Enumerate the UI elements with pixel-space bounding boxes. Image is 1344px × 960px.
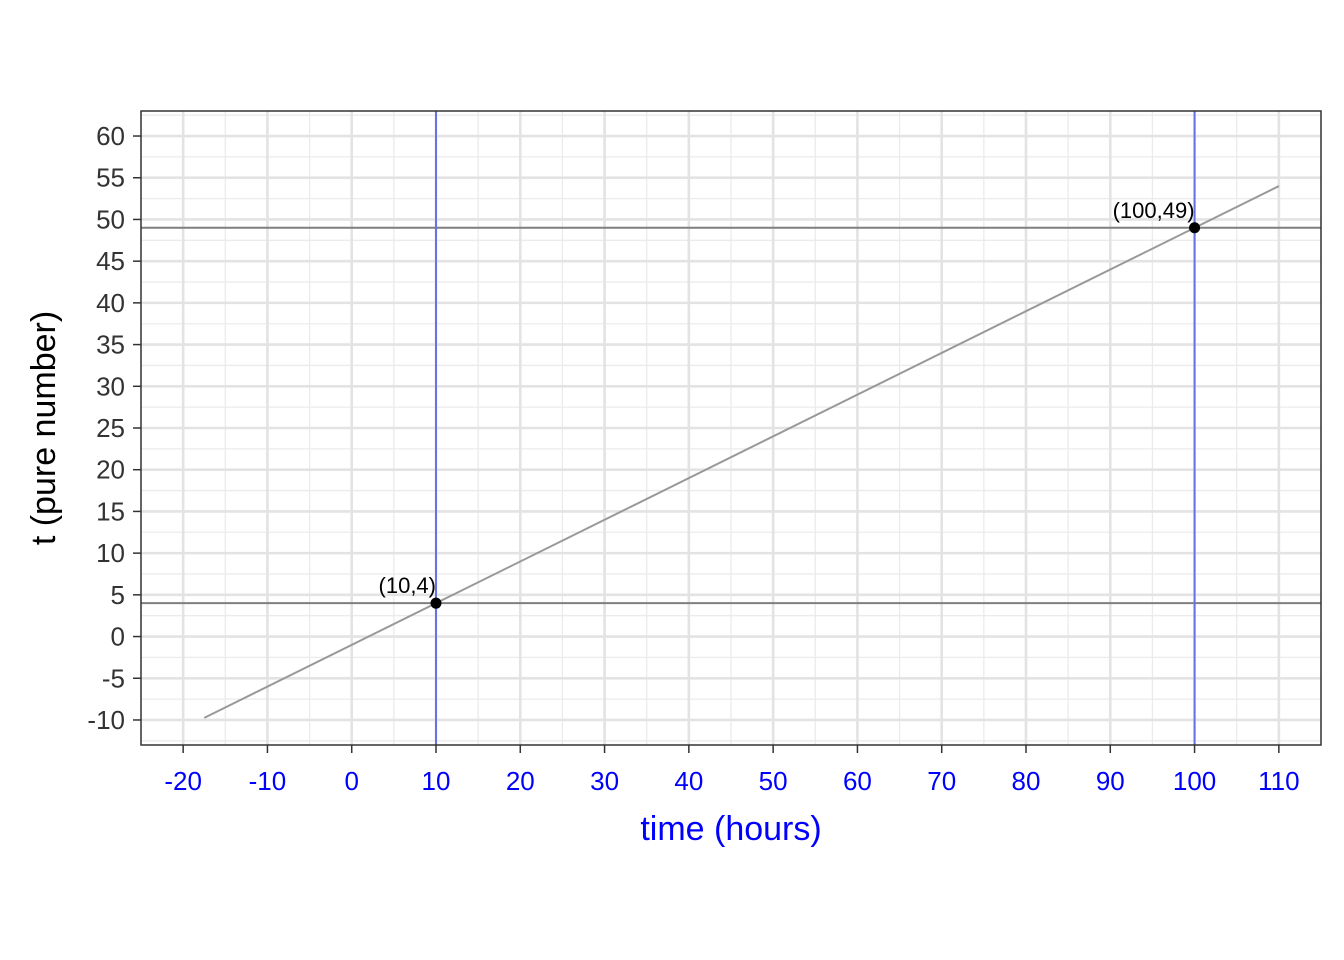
x-tick-label: 60 [843, 766, 872, 796]
y-tick-label: 50 [96, 204, 125, 234]
y-tick-label: 25 [96, 413, 125, 443]
y-tick-label: 0 [111, 622, 125, 652]
x-tick-label: 10 [422, 766, 451, 796]
x-tick-label: 100 [1173, 766, 1216, 796]
y-tick-label: 30 [96, 371, 125, 401]
data-points [430, 222, 1201, 609]
x-tick-label: 80 [1012, 766, 1041, 796]
x-axis-ticks: -20 -10 0 10 20 30 40 50 60 70 80 90 100 110 [164, 745, 1300, 796]
point-labels: (10,4) (100,49) [379, 198, 1195, 598]
x-tick-label: -20 [164, 766, 202, 796]
x-tick-label: 110 [1258, 766, 1299, 796]
y-tick-label: 45 [96, 246, 125, 276]
y-axis-ticks: -10 -5 0 5 10 15 20 25 30 35 40 45 50 55 60 [87, 121, 141, 735]
x-tick-label: -10 [249, 766, 287, 796]
x-tick-label: 90 [1096, 766, 1125, 796]
y-tick-label: 60 [96, 121, 125, 151]
x-tick-label: 0 [344, 766, 358, 796]
x-tick-label: 20 [506, 766, 535, 796]
y-tick-label: 10 [96, 538, 125, 568]
x-tick-label: 40 [674, 766, 703, 796]
y-tick-label: -10 [87, 705, 125, 735]
y-tick-label: 40 [96, 288, 125, 318]
y-tick-label: 20 [96, 455, 125, 485]
y-tick-label: -5 [102, 663, 125, 693]
point-label: (10,4) [379, 573, 436, 598]
x-tick-label: 50 [759, 766, 788, 796]
reference-lines [141, 111, 1321, 745]
y-tick-label: 15 [96, 496, 125, 526]
grid-major [141, 111, 1321, 745]
data-point [430, 597, 442, 609]
x-tick-label: 70 [927, 766, 956, 796]
y-tick-label: 35 [96, 330, 125, 360]
series-lines [203, 185, 1280, 719]
x-axis-title: time (hours) [640, 810, 821, 848]
series-line [203, 185, 1280, 719]
y-axis-title: t (pure number) [25, 311, 63, 545]
y-tick-label: 55 [96, 163, 125, 193]
x-tick-label: 30 [590, 766, 619, 796]
y-tick-label: 5 [111, 580, 125, 610]
point-label: (100,49) [1113, 198, 1195, 223]
data-point [1189, 222, 1201, 234]
